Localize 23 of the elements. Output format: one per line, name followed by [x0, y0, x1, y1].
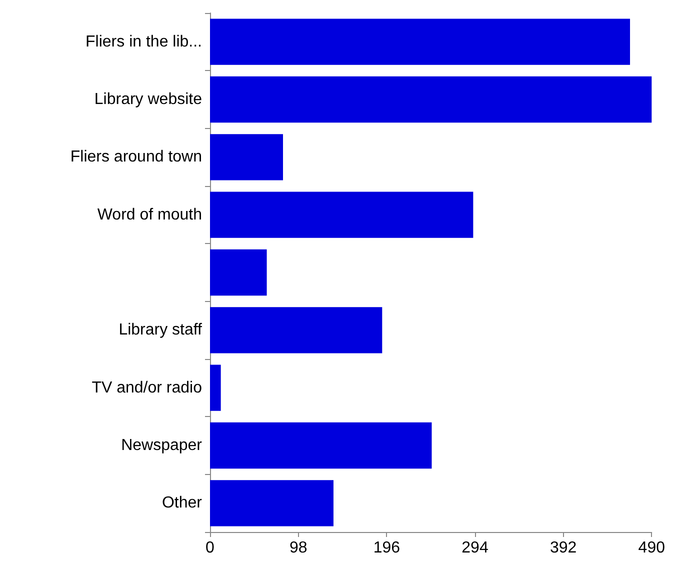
y-tick-label: Fliers around town: [70, 148, 202, 166]
x-tick-label: 490: [638, 540, 666, 556]
bar: [210, 18, 630, 65]
bar: [210, 307, 382, 354]
x-tick-label: 196: [373, 540, 400, 556]
y-tick-label: Word of mouth: [97, 206, 202, 224]
bar: [210, 192, 474, 238]
y-tick-label: TV and/or radio: [92, 379, 202, 396]
bar: [210, 422, 432, 469]
bar: [210, 76, 652, 123]
y-tick-label: Library staff: [118, 322, 203, 339]
x-tick-label: 294: [462, 540, 488, 556]
x-tick-label: 392: [550, 540, 577, 556]
bar: [210, 249, 267, 296]
y-tick-label: Fliers in the lib...: [86, 33, 202, 50]
y-tick-label: Library website: [94, 91, 202, 108]
y-tick-label: Newspaper: [121, 437, 203, 454]
bar: [210, 364, 221, 411]
x-tick-label: 0: [206, 540, 215, 556]
bar: [210, 480, 334, 526]
x-tick-label: 98: [289, 540, 308, 556]
y-tick-label: Other: [162, 494, 203, 512]
bar: [210, 134, 284, 180]
